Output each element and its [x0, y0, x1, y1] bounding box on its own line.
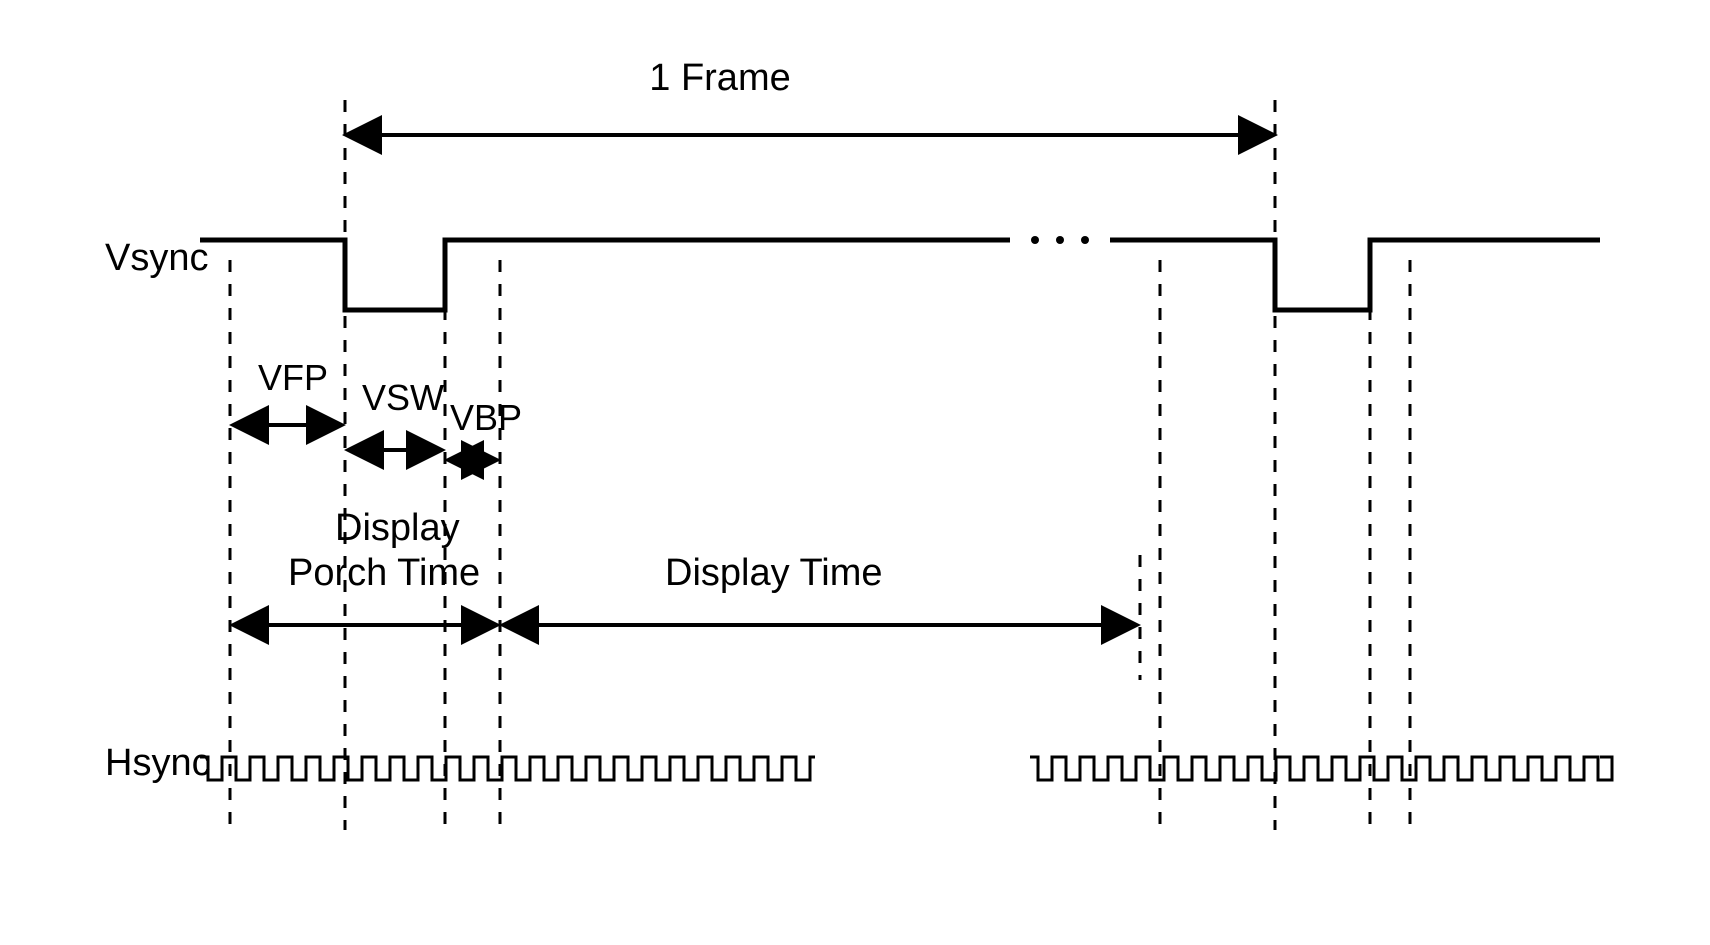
timing-diagram-container: 1 Frame Vsync VFP VSW VBP Display Porch …	[0, 0, 1710, 945]
vbp-label: VBP	[450, 397, 522, 438]
timing-diagram-svg: 1 Frame Vsync VFP VSW VBP Display Porch …	[0, 0, 1710, 945]
porch-label-1: Display	[335, 507, 460, 549]
display-time-label: Display Time	[665, 552, 883, 594]
dot2	[1056, 236, 1064, 244]
dashed-lines-group	[230, 100, 1410, 830]
hsync-label: Hsync	[105, 742, 211, 784]
vsync-segment1	[200, 240, 1010, 310]
vfp-label: VFP	[258, 357, 328, 398]
vsync-label: Vsync	[105, 237, 208, 279]
continuation-dots	[1031, 236, 1089, 244]
dot3	[1081, 236, 1089, 244]
porch-label-2: Porch Time	[288, 552, 480, 594]
hsync-segment2	[1030, 757, 1612, 780]
frame-label: 1 Frame	[649, 57, 790, 99]
vsw-label: VSW	[362, 377, 444, 418]
vsync-waveform	[200, 240, 1600, 310]
dot1	[1031, 236, 1039, 244]
vsync-segment2	[1110, 240, 1600, 310]
hsync-waveform	[200, 757, 1612, 780]
hsync-segment1	[200, 757, 815, 780]
